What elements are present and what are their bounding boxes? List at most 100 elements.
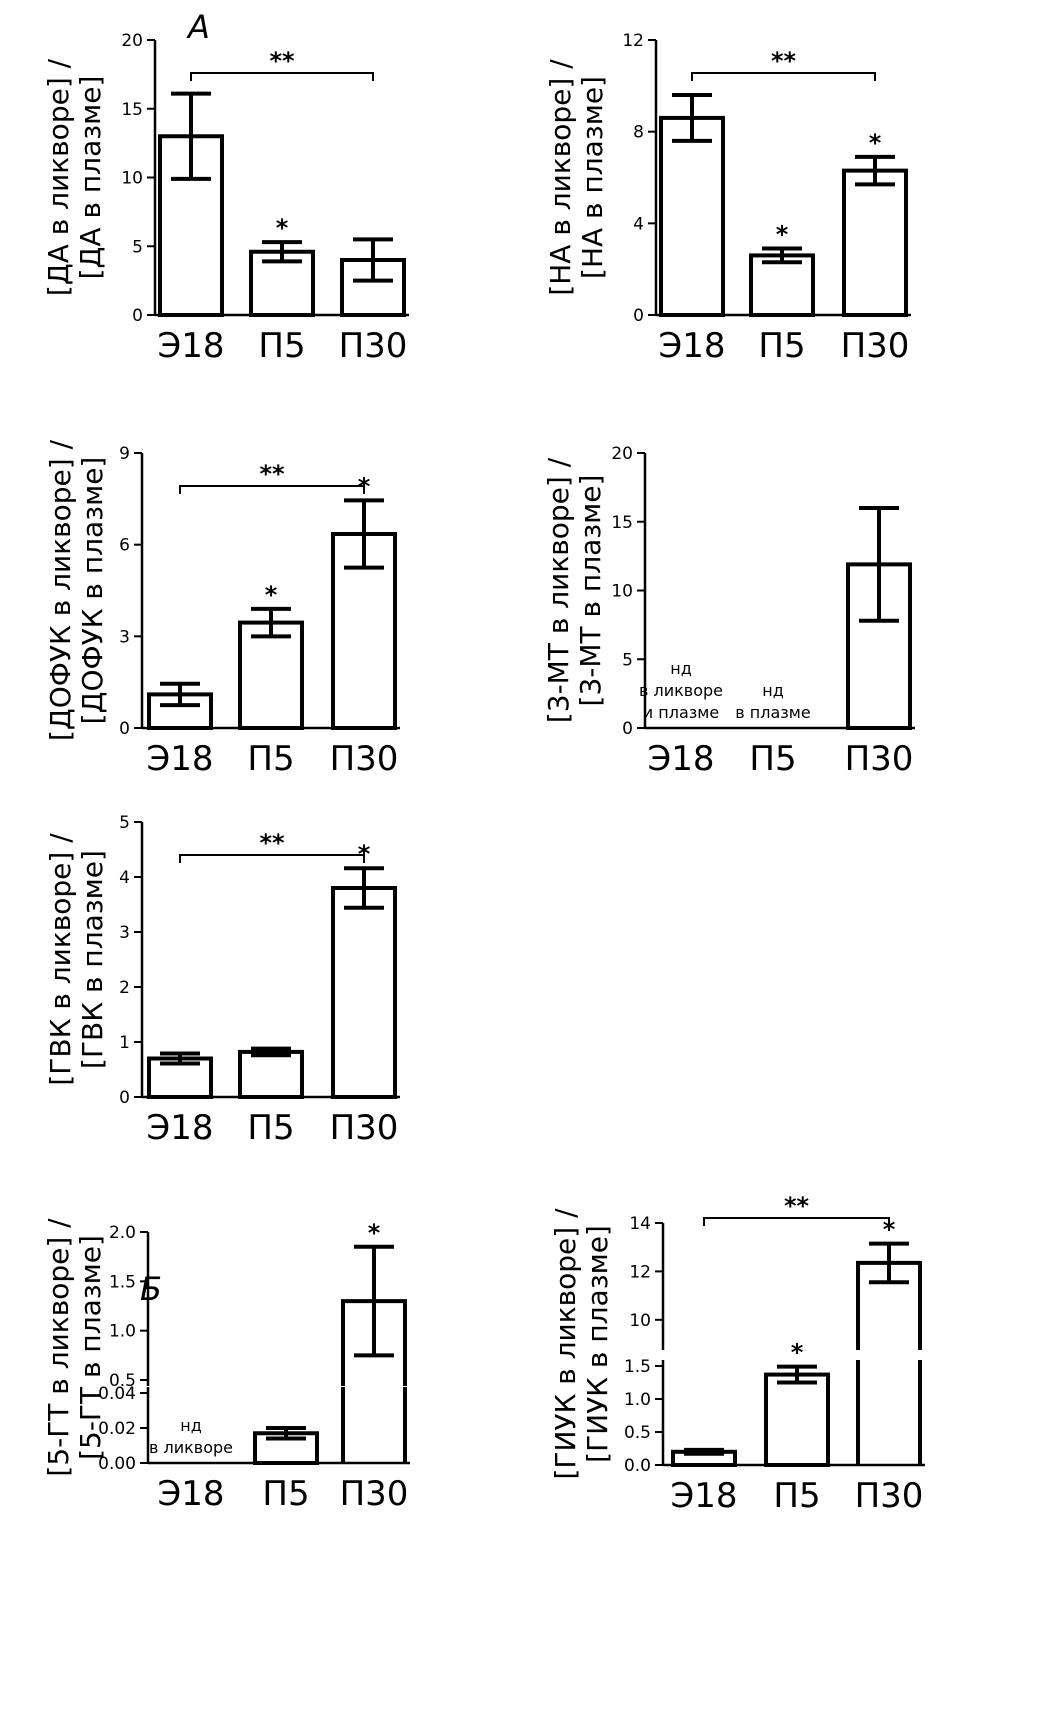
chart-da: 0 5 10 15 20 Э18 П5 * П30 **: [121, 31, 409, 366]
y-tick-label: 10: [611, 582, 633, 602]
significance-star: *: [883, 1216, 896, 1244]
x-tick-label: П30: [845, 739, 914, 779]
significance-bracket: [179, 854, 365, 863]
x-tick-label: П5: [247, 1108, 294, 1148]
y-tick-label: 10: [121, 169, 143, 189]
x-tick-label: П30: [841, 326, 910, 366]
x-tick-label: Э18: [157, 1474, 224, 1514]
y-tick-label: 14: [629, 1214, 651, 1234]
significance-star: *: [791, 1339, 804, 1367]
y-axis-label-line-1: [ГВК в ликворе] /: [44, 833, 77, 1086]
significance-star: *: [276, 214, 289, 242]
y-tick-label: 0.5: [624, 1423, 651, 1443]
bar: [842, 168, 908, 317]
x-tick-label: П5: [758, 326, 805, 366]
x-tick-label: Э18: [157, 326, 224, 366]
y-tick-label: 3: [119, 923, 130, 943]
x-tick-label: П30: [855, 1476, 924, 1516]
y-tick-label: 5: [132, 237, 143, 257]
significance-bracket-label: **: [259, 829, 285, 857]
y-axis-label-line-1: [ДОФУК в ликворе] /: [44, 439, 77, 741]
y-tick-label: 0.02: [98, 1419, 136, 1439]
y-tick-label: 0.0: [624, 1456, 651, 1476]
y-tick-label: 0: [132, 306, 143, 326]
y-axis-label-line-2: [ДА в плазме]: [74, 76, 107, 280]
y-tick-label: 2.0: [109, 1223, 136, 1243]
bar: [331, 886, 397, 1099]
y-tick-label: 15: [611, 513, 633, 533]
x-tick-label: Э18: [658, 326, 725, 366]
significance-bracket: [190, 72, 374, 81]
significance-bracket-label: **: [259, 460, 285, 488]
panel-label-a: А: [186, 8, 210, 46]
x-tick-label: П30: [330, 739, 399, 779]
panel-label-b: Б: [140, 1270, 162, 1308]
significance-star: *: [368, 1219, 381, 1247]
bar: [764, 1372, 830, 1467]
y-tick-label: 2: [119, 978, 130, 998]
x-tick-label: П5: [262, 1474, 309, 1514]
x-tick-label: П30: [339, 326, 408, 366]
x-tick-label: П30: [330, 1108, 399, 1148]
x-tick-label: Э18: [146, 739, 213, 779]
y-tick-label: 0: [633, 306, 644, 326]
y-tick-label: 0: [622, 719, 633, 739]
not-detected-note: в ликворе: [149, 1438, 233, 1457]
y-tick-label: 6: [119, 536, 130, 556]
y-tick-label: 0: [119, 719, 130, 739]
y-tick-label: 12: [629, 1262, 651, 1282]
significance-star: *: [776, 221, 789, 249]
not-detected-note: нд: [762, 681, 784, 700]
y-tick-label: 0.04: [98, 1384, 136, 1404]
bar: [749, 253, 815, 318]
y-tick-label: 12: [622, 31, 644, 51]
y-axis-label-line-2: [ГВК в плазме]: [76, 850, 109, 1069]
significance-bracket: [691, 72, 876, 81]
significance-bracket: [703, 1217, 890, 1226]
y-axis-label-line-1: [5-ГТ в ликворе] /: [42, 1218, 75, 1477]
significance-bracket-label: **: [269, 47, 295, 75]
bar: [147, 692, 213, 731]
significance-bracket-label: **: [784, 1192, 810, 1220]
y-tick-label: 4: [633, 214, 644, 234]
bar: [238, 620, 304, 730]
x-tick-label: П30: [340, 1474, 409, 1514]
y-axis-label-line-1: [ГИУК в ликворе] /: [549, 1208, 582, 1480]
y-tick-label: 0.00: [98, 1454, 136, 1474]
x-tick-label: Э18: [670, 1476, 737, 1516]
bar: [659, 115, 725, 317]
x-tick-label: Э18: [647, 739, 714, 779]
x-tick-label: П5: [247, 739, 294, 779]
y-tick-label: 3: [119, 627, 130, 647]
significance-star: *: [265, 581, 278, 609]
significance-star: *: [869, 129, 882, 157]
significance-bracket: [179, 485, 365, 494]
not-detected-note: нд: [670, 659, 692, 678]
y-axis-label-line-2: [ДОФУК в плазме]: [76, 457, 109, 725]
y-tick-label: 10: [629, 1311, 651, 1331]
y-tick-label: 20: [611, 444, 633, 464]
y-axis-label-line-2: [3-МТ в плазме]: [574, 475, 607, 707]
y-axis-label-line-1: [НА в ликворе] /: [544, 59, 577, 296]
y-tick-label: 5: [622, 650, 633, 670]
y-tick-label: 4: [119, 868, 130, 888]
significance-bracket-label: **: [771, 47, 797, 75]
not-detected-note: в плазме: [735, 703, 810, 722]
y-tick-label: 1: [119, 1033, 130, 1053]
y-tick-label: 1.5: [624, 1357, 651, 1377]
y-axis-label-line-2: [ГИУК в плазме]: [581, 1225, 614, 1463]
bar: [238, 1049, 304, 1100]
y-tick-label: 1.0: [109, 1322, 136, 1342]
chart-5gt: 0.00 0.02 0.040.5 1.0 1.5 2.0 Э18 П5 П30 * нд в лик…: [98, 1219, 410, 1514]
y-axis-label-line-2: [5-ГТ в плазме]: [74, 1235, 107, 1460]
chart-mt3: 0 5 10 15 20 Э18 П5 П30 нд в ликворе и плазме нд в п…: [611, 444, 915, 779]
y-tick-label: 5: [119, 813, 130, 833]
x-tick-label: П5: [773, 1476, 820, 1516]
y-tick-label: 8: [633, 123, 644, 143]
y-tick-label: 0.5: [109, 1371, 136, 1391]
